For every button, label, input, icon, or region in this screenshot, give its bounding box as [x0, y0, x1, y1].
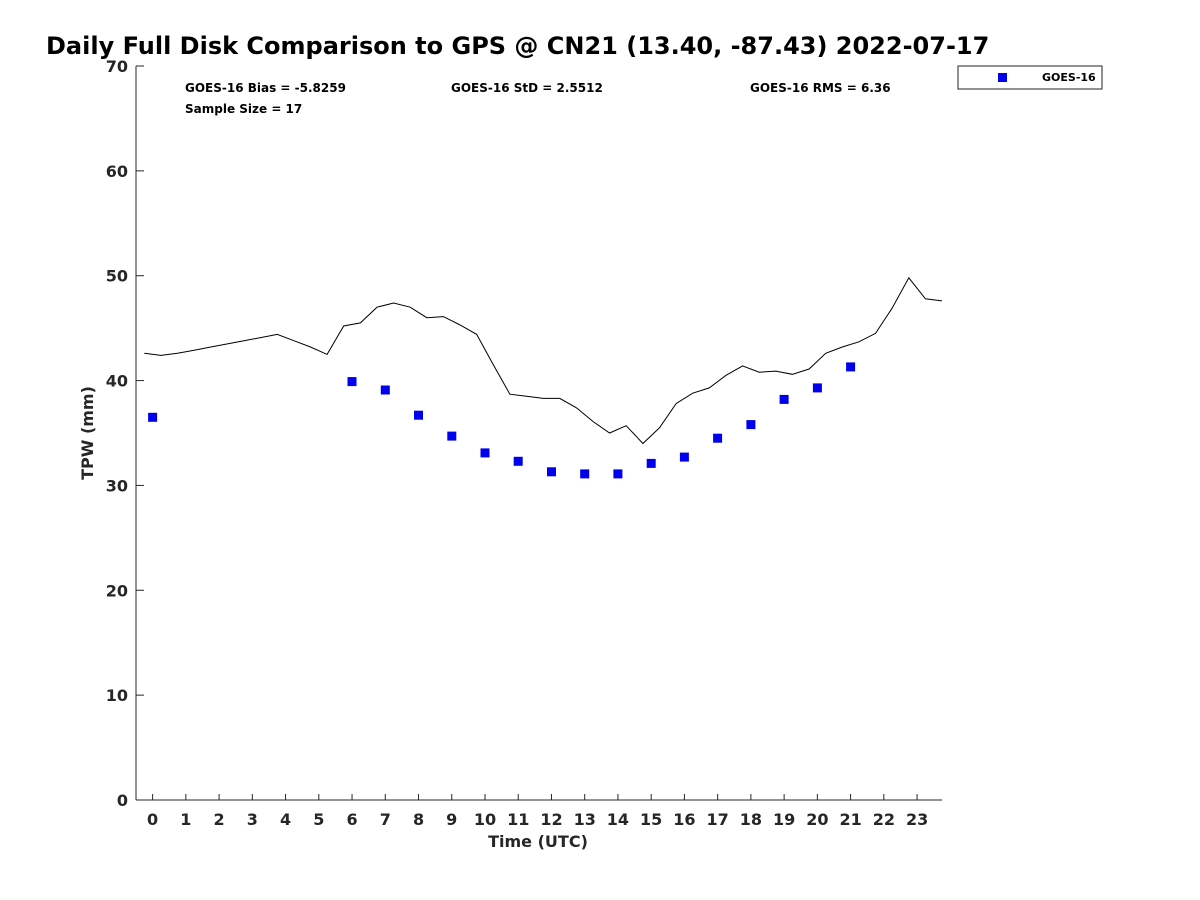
x-tick-label: 21 [839, 810, 861, 829]
legend-box [957, 65, 1103, 90]
y-tick-label: 20 [106, 581, 128, 600]
x-tick-label: 0 [147, 810, 158, 829]
x-tick-label: 2 [214, 810, 225, 829]
chart-title: Daily Full Disk Comparison to GPS @ CN21… [46, 32, 989, 60]
y-tick-label: 70 [106, 57, 128, 76]
sample-size-stat: Sample Size = 17 [185, 102, 302, 116]
y-ticks: 0 10 20 30 40 50 60 70 [106, 57, 144, 810]
x-tick-label: 3 [247, 810, 258, 829]
y-tick-label: 10 [106, 686, 128, 705]
x-axis-label: Time (UTC) [488, 832, 588, 851]
x-tick-label: 22 [873, 810, 895, 829]
x-tick-label: 18 [740, 810, 762, 829]
goes16-point [414, 410, 423, 420]
x-tick-label: 17 [707, 810, 729, 829]
x-tick-label: 12 [540, 810, 562, 829]
x-tick-label: 11 [507, 810, 529, 829]
x-tick-label: 8 [413, 810, 424, 829]
y-tick-label: 0 [117, 791, 128, 810]
goes16-point [513, 456, 523, 466]
axes [135, 66, 942, 801]
legend-marker [998, 73, 1007, 82]
goes16-point [646, 458, 656, 468]
goes16-point [480, 448, 490, 458]
x-tick-label: 20 [806, 810, 828, 829]
y-tick-label: 40 [106, 372, 128, 391]
goes16-point [746, 420, 756, 430]
goes16-point [846, 362, 856, 372]
x-tick-label: 15 [640, 810, 662, 829]
goes16-point [447, 431, 457, 441]
x-tick-label: 23 [906, 810, 928, 829]
x-tick-label: 19 [773, 810, 795, 829]
x-tick-label: 9 [446, 810, 457, 829]
x-tick-label: 10 [474, 810, 496, 829]
goes16-point [347, 377, 357, 387]
goes16-point [580, 469, 590, 479]
x-tick-label: 6 [346, 810, 357, 829]
x-tick-label: 14 [607, 810, 629, 829]
goes16-point [148, 412, 158, 422]
x-tick-label: 4 [280, 810, 291, 829]
goes16-point [613, 469, 623, 479]
y-axis-label: TPW (mm) [78, 386, 97, 480]
y-tick-label: 30 [106, 476, 128, 495]
x-tick-label: 1 [180, 810, 191, 829]
goes16-point [547, 467, 556, 477]
bias-stat: GOES-16 Bias = -5.8259 [185, 81, 346, 95]
x-tick-label: 5 [313, 810, 324, 829]
goes16-point [713, 433, 723, 443]
x-ticks: 0 1 2 3 4 5 6 7 8 9 10 11 12 13 14 15 16 17 18 19 20 21 22 23 [147, 794, 928, 829]
goes16-point [812, 383, 822, 393]
rms-stat: GOES-16 RMS = 6.36 [750, 81, 891, 95]
goes16-point [779, 394, 789, 404]
y-tick-label: 60 [106, 162, 128, 181]
y-tick-label: 50 [106, 267, 128, 286]
x-tick-label: 7 [380, 810, 391, 829]
gps-series-line [144, 276, 943, 445]
x-tick-label: 16 [673, 810, 695, 829]
std-stat: GOES-16 StD = 2.5512 [451, 81, 603, 95]
goes16-point [679, 452, 689, 462]
x-tick-label: 13 [574, 810, 596, 829]
goes16-points [148, 362, 856, 479]
legend: GOES-16 [957, 65, 1103, 90]
legend-label: GOES-16 [1042, 71, 1096, 84]
goes16-point [380, 385, 390, 395]
